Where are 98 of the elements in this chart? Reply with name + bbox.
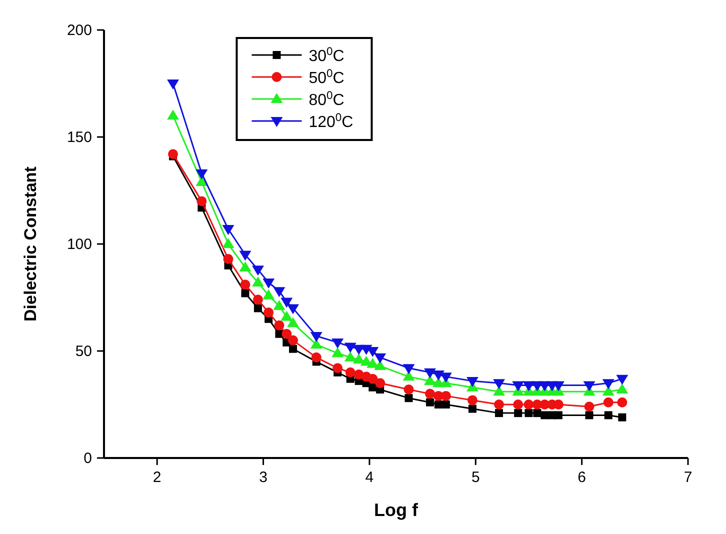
point [426,398,434,406]
point [602,386,614,396]
point [252,294,263,305]
point [467,395,478,406]
point [524,409,533,418]
point [402,370,415,381]
point [262,289,275,300]
point [585,411,594,420]
point [280,310,293,321]
point [262,278,275,289]
point [554,411,562,420]
point [311,352,322,362]
point [344,351,356,362]
y-axis-title: Dielectric Constant [21,166,40,322]
point [168,149,178,160]
point [240,280,250,290]
point [468,404,476,413]
point [424,388,435,399]
point [287,304,300,314]
y-tick-label: 150 [66,129,92,146]
point [492,379,505,390]
point [512,381,524,392]
point [368,374,378,384]
point [239,262,252,272]
point [432,370,444,381]
point [264,307,274,318]
y-tick-label: 200 [66,22,92,39]
point [616,384,628,394]
point [344,342,356,353]
point [274,320,284,330]
point [466,376,478,387]
y-tick-label: 50 [75,343,92,360]
x-tick-label: 6 [578,469,586,486]
y-tick-label: 100 [66,236,92,253]
point [524,400,534,410]
point [513,400,524,410]
legend-label: 50$^{0}$C [308,68,344,87]
point [618,413,626,422]
point [522,381,535,392]
point [223,254,234,264]
legend-label: 30$^{0}$C [308,46,344,65]
point [222,225,234,236]
point [167,110,180,120]
x-tick-label: 7 [684,469,692,486]
point [602,379,614,390]
legend-label: 80$^{0}$C [308,90,344,109]
point [584,402,594,412]
point [616,374,628,385]
point [404,394,413,402]
point [252,266,264,276]
point [273,300,286,310]
point [604,411,612,420]
point [287,317,300,328]
point [167,80,180,90]
point [552,381,564,392]
point [275,330,284,338]
point [374,353,386,364]
point [442,400,450,408]
point [222,238,234,248]
point [332,347,344,358]
point [434,400,442,408]
point [254,304,262,312]
point [404,384,414,395]
point [288,335,298,346]
x-axis-title: Log f [374,500,419,520]
point [289,344,298,353]
point [310,332,322,342]
point [492,386,505,396]
point [424,368,436,378]
point [494,409,503,418]
point [282,328,292,339]
point [368,383,377,392]
point [239,250,252,261]
point [252,276,264,287]
point [332,363,343,374]
x-tick-label: 3 [259,469,268,486]
point [345,367,356,378]
point [196,169,208,180]
x-tick-label: 5 [471,469,480,486]
point [617,397,628,408]
point [332,338,344,348]
point [310,338,322,349]
legend-label: 120$^{0}$C [308,112,354,131]
point [280,298,293,308]
y-tick-label: 0 [84,450,92,467]
point [603,397,614,408]
point [440,390,451,401]
point [533,409,542,418]
point [514,409,522,418]
point [583,381,596,392]
point [494,400,504,410]
x-tick-label: 4 [365,469,374,486]
x-tick-label: 2 [152,469,162,486]
point [273,287,286,298]
point [241,289,250,298]
point [196,196,207,206]
point [402,364,415,374]
point [375,378,386,388]
